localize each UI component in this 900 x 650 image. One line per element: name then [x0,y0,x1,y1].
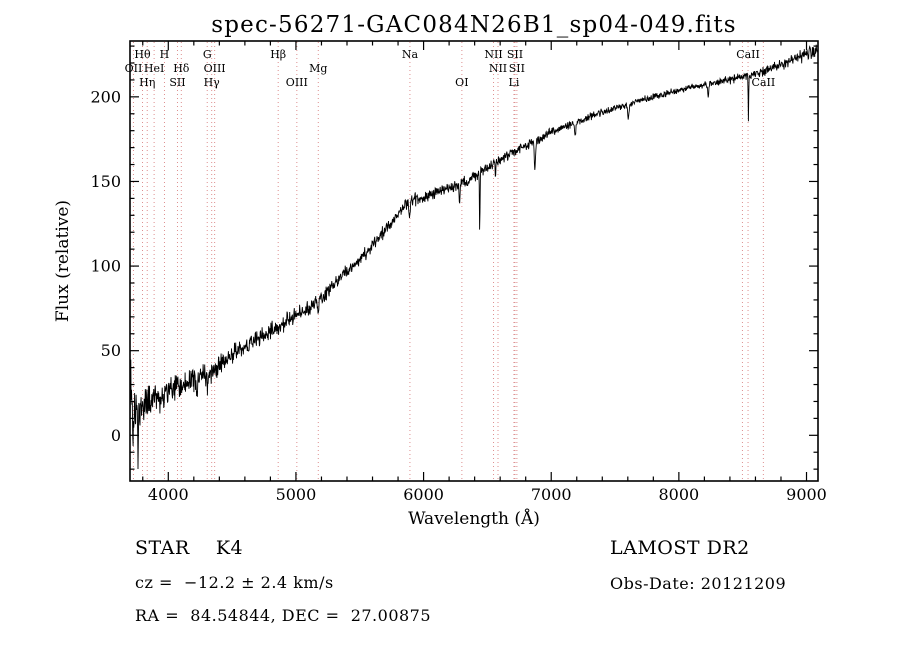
spectrum-line [130,44,818,470]
ra-dec-text: RA = 84.54844, DEC = 27.00875 [135,606,432,625]
spectral-line-label: G [203,48,212,61]
y-tick-label: 0 [111,426,121,445]
spectral-line-label: SII [509,62,525,75]
spectral-line-label: SII [507,48,523,61]
spectral-line-label: CaII [736,48,760,61]
spectral-line-label: Hη [139,76,155,89]
spectral-line-label: NII [484,48,502,61]
spectrum-trace-layer [130,44,818,470]
y-tick-label: 100 [90,257,121,276]
axes-frame-layer: 4000 5000 6000 7000 8000 9000 0 50 100 150 200 [90,40,827,504]
x-tick-label: 8000 [659,485,700,504]
spectral-line-label: Hγ [204,76,221,89]
x-tick-label: 9000 [786,485,827,504]
spectral-line-label: CaII [752,76,776,89]
y-tick-label: 150 [90,172,121,191]
spectral-line-label: NII [489,62,507,75]
spectral-line-label: OI [455,76,468,89]
spectral-line-label: Hδ [173,62,190,75]
y-tick-label: 50 [101,341,121,360]
y-axis-label: Flux (relative) [53,200,73,322]
spectral-line-label: HeI [144,62,164,75]
spectral-line-label: Li [509,76,520,89]
x-tick-label: 4000 [148,485,189,504]
y-tick-label: 200 [90,87,121,106]
plot-title: spec-56271-GAC084N26B1_sp04-049.fits [211,12,737,38]
survey-release-text: LAMOST DR2 [610,537,750,559]
spectral-line-label: Hβ [270,48,286,61]
spectral-line-label: Mg [309,62,327,75]
spectral-line-label: H [160,48,170,61]
plot-frame [129,40,819,482]
x-axis-label: Wavelength (Å) [408,508,540,529]
spectral-line-label: OIII [286,76,308,89]
spectral-line-label: OIII [204,62,226,75]
spectral-lines-layer [132,42,764,480]
object-class-text: STAR K4 [135,537,244,559]
x-tick-label: 5000 [276,485,317,504]
spectral-line-label: Na [402,48,419,61]
obs-date-text: Obs-Date: 20121209 [610,574,787,593]
spectral-line-label: SII [169,76,185,89]
spectral-line-label: Hθ [134,48,151,61]
radial-velocity-text: cz = −12.2 ± 2.4 km/s [135,573,334,592]
spectral-line-label: OII [125,62,143,75]
x-tick-label: 7000 [531,485,572,504]
x-tick-label: 6000 [403,485,444,504]
